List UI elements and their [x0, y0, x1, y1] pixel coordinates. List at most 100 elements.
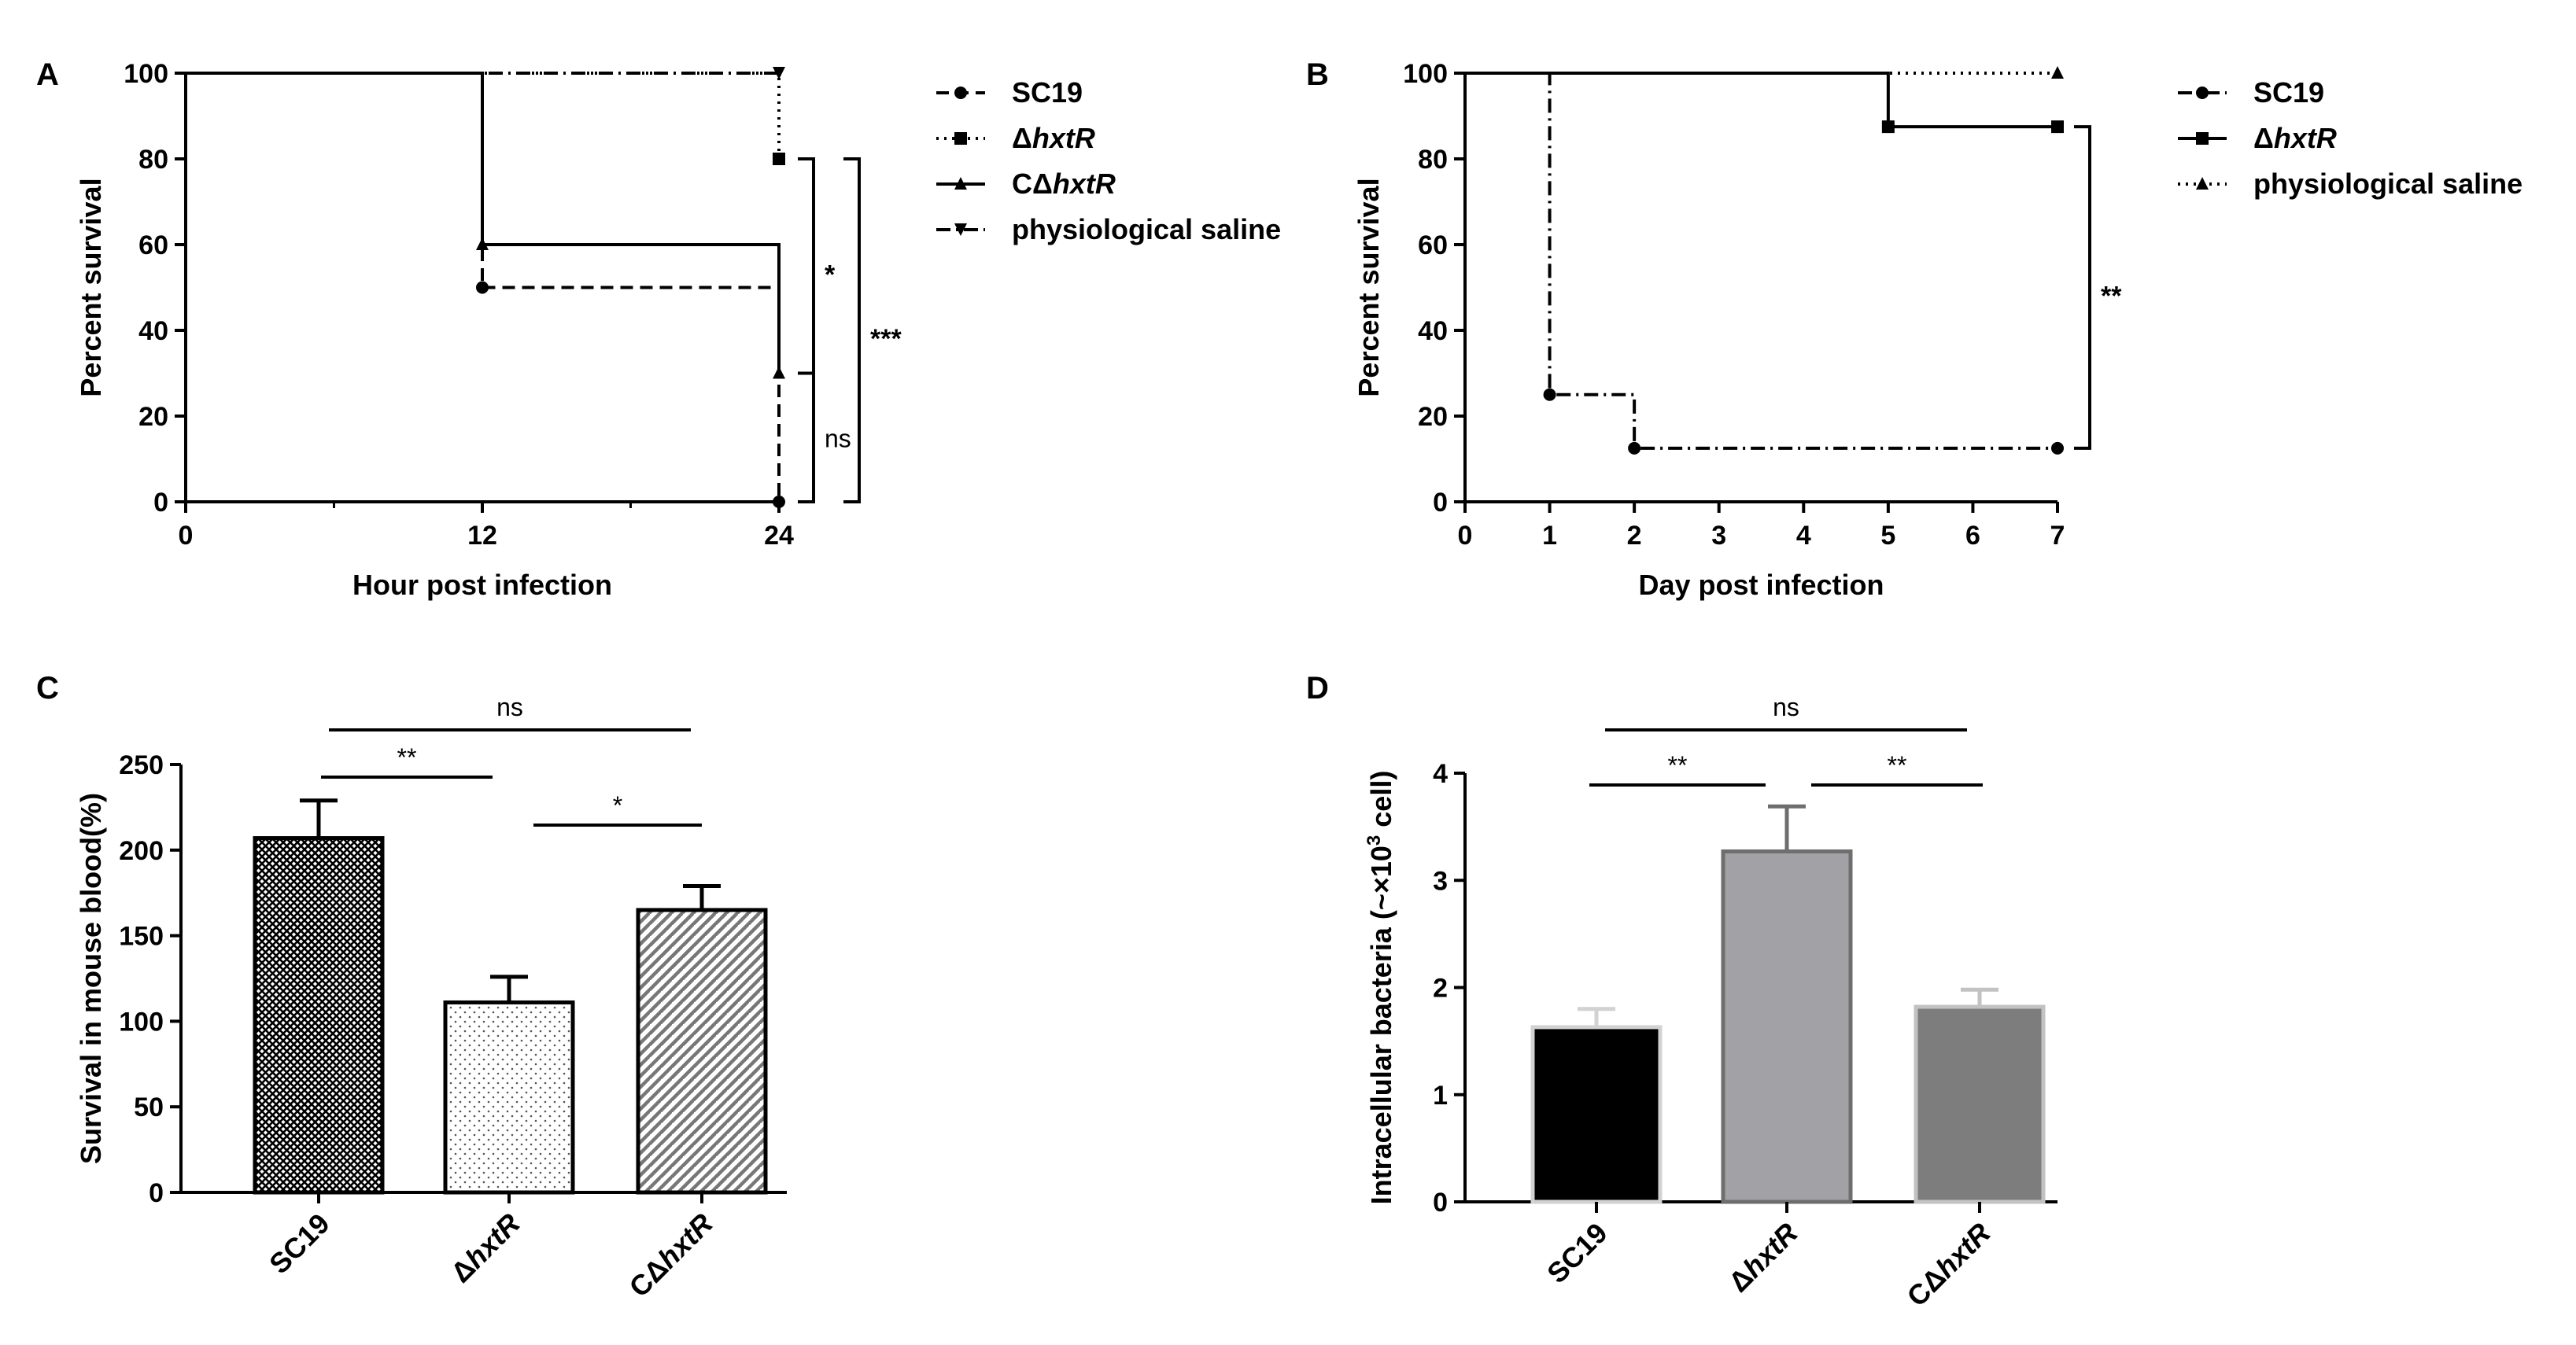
y-tick-label: 3: [1433, 866, 1448, 896]
significance-label-1: **: [1668, 751, 1688, 779]
legend-label-3: CΔhxtR: [1012, 168, 1116, 200]
panel-b-survival-days: B 0 20 40 60 80 100 0 1 2 3 4 5 6 7 Day post infection P…: [1306, 57, 2522, 601]
y-tick-label: 4: [1433, 759, 1448, 789]
legend-marker-2: [2196, 132, 2209, 145]
x-tick-label: 24: [764, 521, 794, 551]
legend-marker-4: [954, 223, 967, 236]
y-tick-label: 40: [138, 316, 168, 346]
category-label-2: ΔhxtR: [1722, 1217, 1804, 1299]
category-label-1-plain: SC19: [1541, 1217, 1614, 1290]
x-axis-title: Hour post infection: [352, 569, 612, 601]
category-label-1: SC19: [263, 1207, 336, 1281]
bar-2: [443, 1000, 575, 1195]
legend-label-3-plain: CΔ: [1012, 168, 1053, 200]
significance-label-2: *: [613, 791, 622, 820]
y-tick-label: 60: [138, 230, 168, 260]
series-marker-1: [773, 496, 785, 508]
y-tick-label: 150: [119, 922, 164, 952]
category-label-3: CΔhxtR: [622, 1207, 718, 1303]
y-axis-title-superscript: 3: [1364, 835, 1385, 846]
significance-bracket-1: [798, 157, 815, 375]
category-label-3: CΔhxtR: [1900, 1217, 1996, 1313]
y-axis-title-main: Intracellular bacteria (~×10: [1365, 846, 1397, 1204]
category-label-1: SC19: [1541, 1217, 1614, 1290]
y-tick-label: 20: [138, 402, 168, 432]
x-tick-label: 1: [1542, 521, 1557, 551]
legend-label-4: physiological saline: [1012, 213, 1281, 245]
y-tick-label: 20: [1418, 402, 1448, 432]
panel-c-blood-survival-bars: C 0 50 100 150 200 250 Survival in mouse blood(…: [36, 671, 787, 1303]
y-tick-label: 40: [1418, 316, 1448, 346]
y-tick-label: 50: [134, 1093, 164, 1122]
series-line-3: [186, 72, 781, 374]
significance-label-1: **: [2101, 282, 2122, 311]
y-tick-label: 0: [153, 488, 168, 518]
legend-label-4-plain: physiological saline: [1012, 213, 1281, 245]
x-axis-title: Day post infection: [1638, 569, 1884, 601]
series-marker-1: [2051, 441, 2064, 455]
legend-label-3-plain: physiological saline: [2253, 168, 2522, 200]
panel-label-a: A: [36, 57, 59, 92]
significance-label-3: ns: [496, 693, 523, 721]
panel-label-b: B: [1306, 57, 1329, 92]
series-marker-2: [1881, 120, 1895, 134]
y-tick-label: 100: [124, 59, 168, 89]
significance-bracket-1: [2074, 125, 2091, 450]
significance-label-1: *: [825, 260, 836, 289]
panel-a-survival-hours: A 0 20 40 60 80 100 0 12 24 Hour post infection Per…: [36, 57, 1281, 601]
series-marker-3: [773, 366, 785, 379]
y-axis-title: Survival in mouse blood(%): [75, 793, 107, 1164]
y-tick-label: 80: [1418, 145, 1448, 175]
legend-label-2-plain: Δ: [1012, 122, 1032, 154]
series-marker-2: [2051, 120, 2064, 134]
legend-label-1: SC19: [2253, 76, 2324, 109]
significance-label-2: ns: [825, 424, 851, 452]
bar-1: [253, 836, 385, 1195]
series-marker-1: [1543, 388, 1556, 401]
legend-label-2-italic: hxtR: [1032, 122, 1095, 154]
significance-label-3: ns: [1773, 693, 1799, 721]
x-tick-label: 7: [2050, 521, 2065, 551]
significance-bracket-2: [798, 371, 815, 503]
series-line-2: [1465, 72, 2057, 129]
significance-label-2: **: [1888, 751, 1907, 779]
x-tick-label: 2: [1627, 521, 1642, 551]
x-tick-label: 6: [1965, 521, 1980, 551]
x-tick-label: 12: [467, 521, 497, 551]
series-marker-4: [773, 67, 785, 79]
legend-marker-2: [954, 132, 967, 145]
legend-marker-3: [954, 177, 967, 190]
legend-marker-3: [2196, 177, 2209, 190]
bar-3: [1914, 1004, 2046, 1204]
series-marker-1: [1628, 441, 1641, 455]
series-marker-3: [2051, 66, 2064, 79]
series-marker-1: [476, 281, 489, 294]
category-label-1-plain: SC19: [263, 1207, 336, 1281]
series-marker-2: [773, 153, 785, 165]
x-tick-label: 0: [179, 521, 194, 551]
y-axis-title: Percent survival: [75, 178, 107, 396]
x-tick-label: 4: [1796, 521, 1811, 551]
legend-label-2-plain: Δ: [2253, 122, 2274, 154]
bar-3: [636, 908, 768, 1195]
y-tick-label: 1: [1433, 1081, 1448, 1111]
y-axis-title: Intracellular bacteria (~×103 cell): [1364, 771, 1397, 1205]
x-tick-label: 3: [1711, 521, 1726, 551]
legend-label-2: ΔhxtR: [2253, 122, 2337, 154]
y-tick-label: 2: [1433, 974, 1448, 1004]
y-tick-label: 100: [119, 1007, 164, 1037]
y-axis-title: Percent survival: [1353, 178, 1385, 396]
y-axis-title-unit: cell): [1365, 771, 1397, 835]
series-marker-3: [476, 238, 489, 250]
legend-marker-1: [2196, 87, 2209, 99]
y-tick-label: 0: [1433, 1188, 1448, 1218]
legend-label-2-italic: hxtR: [2274, 122, 2337, 154]
legend-label-1: SC19: [1012, 76, 1083, 109]
bar-2: [1721, 849, 1853, 1204]
bar-1: [1530, 1025, 1663, 1204]
y-tick-label: 200: [119, 836, 164, 866]
x-tick-label: 5: [1880, 521, 1895, 551]
x-tick-label: 0: [1458, 521, 1473, 551]
